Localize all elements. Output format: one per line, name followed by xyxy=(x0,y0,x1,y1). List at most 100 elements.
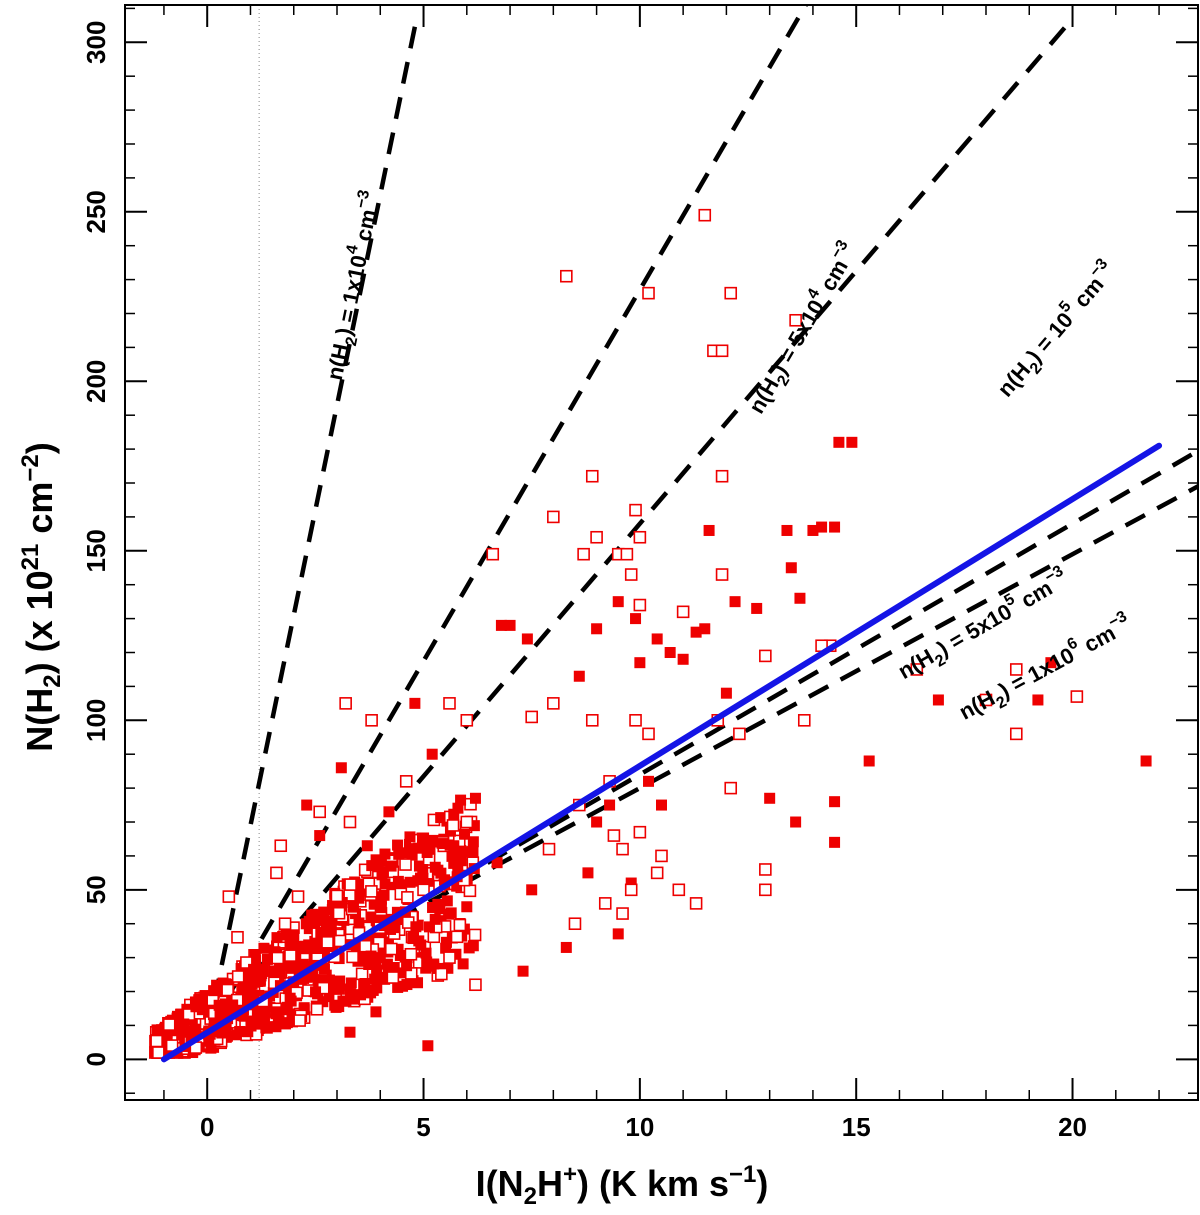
cloud-point-filled xyxy=(437,838,449,850)
data-point-filled xyxy=(829,521,841,533)
data-point-open xyxy=(672,883,686,897)
data-point-open xyxy=(585,714,599,727)
cloud-point-open xyxy=(150,1034,163,1048)
cloud-point-filled xyxy=(395,967,407,979)
cloud-point-filled xyxy=(353,892,365,904)
x-tick-label: 20 xyxy=(1058,1112,1087,1142)
cloud-point-filled xyxy=(365,987,377,999)
data-point-filled xyxy=(690,626,702,638)
data-point-filled xyxy=(932,694,944,706)
data-point-open xyxy=(650,866,664,880)
cloud-point-filled xyxy=(337,995,349,1007)
data-point-filled xyxy=(422,1040,434,1052)
data-point-open xyxy=(676,605,690,619)
data-point-open xyxy=(568,917,582,931)
cloud-point-filled xyxy=(407,933,419,945)
cloud-point-filled xyxy=(205,1041,217,1053)
cloud-point-filled xyxy=(310,986,322,998)
cloud-point-filled xyxy=(214,1009,226,1021)
cloud-point-filled xyxy=(318,963,330,975)
cloud-point-filled xyxy=(374,946,386,958)
cloud-point-filled xyxy=(392,875,404,887)
cloud-point-filled xyxy=(450,948,462,960)
data-point-filled xyxy=(461,901,473,913)
data-point-open xyxy=(759,863,772,876)
cloud-point-filled xyxy=(306,909,318,921)
x-tick-label: 15 xyxy=(842,1112,871,1142)
data-point-filled xyxy=(521,633,533,645)
density-label-part: 2 xyxy=(343,335,361,347)
cloud-point-filled xyxy=(298,972,310,984)
cloud-point-filled xyxy=(375,902,387,914)
cloud-point-open xyxy=(386,971,400,984)
y-axis-title: N(H2) (x 1021 cm−2) xyxy=(17,442,66,752)
cloud-point-filled xyxy=(372,892,384,904)
cloud-point-filled xyxy=(299,960,311,972)
data-point-filled xyxy=(560,941,572,953)
data-point-open xyxy=(624,568,638,581)
cloud-point-filled xyxy=(353,878,365,890)
cloud-point-open xyxy=(435,967,448,981)
data-point-filled xyxy=(1140,755,1152,767)
data-point-open xyxy=(525,710,539,724)
cloud-point-open xyxy=(453,918,467,932)
data-point-filled xyxy=(863,755,875,767)
cloud-point-filled xyxy=(347,901,359,913)
cloud-point-filled xyxy=(336,896,348,908)
cloud-point-filled xyxy=(428,958,440,970)
cloud-point-filled xyxy=(358,978,370,990)
data-point-filled xyxy=(677,653,689,665)
cloud-point-open xyxy=(463,884,477,898)
cloud-point-filled xyxy=(393,848,405,860)
cloud-point-filled xyxy=(404,876,416,888)
cloud-point-filled xyxy=(281,1001,293,1013)
data-point-open xyxy=(624,883,638,897)
cloud-point-filled xyxy=(385,860,397,872)
cloud-point-filled xyxy=(270,1006,282,1018)
cloud-point-filled xyxy=(188,1025,200,1037)
data-point-open xyxy=(590,530,603,544)
cloud-point-filled xyxy=(426,835,438,847)
cloud-point-filled xyxy=(272,970,284,982)
data-point-open xyxy=(460,714,474,727)
cloud-point-filled xyxy=(344,988,356,1000)
data-point-open xyxy=(231,930,244,944)
data-point-filled xyxy=(781,524,793,536)
cloud-point-open xyxy=(401,891,414,904)
cloud-point-open xyxy=(399,858,412,871)
data-point-open xyxy=(715,344,729,358)
cloud-point-filled xyxy=(382,936,394,948)
cloud-point-open xyxy=(293,1014,306,1027)
cloud-point-filled xyxy=(376,869,388,881)
data-point-open xyxy=(1070,690,1084,703)
cloud-point-open xyxy=(284,949,297,962)
data-point-open xyxy=(460,815,474,829)
data-point-filled xyxy=(651,633,663,645)
density-label-part: −3 xyxy=(353,188,373,209)
cloud-point-filled xyxy=(392,839,404,851)
cloud-point-filled xyxy=(392,943,404,955)
y-tick-label: 50 xyxy=(81,875,111,904)
cloud-point-filled xyxy=(312,937,324,949)
data-point-filled xyxy=(604,799,616,811)
cloud-point-filled xyxy=(234,1025,246,1037)
cloud-point-filled xyxy=(258,1016,270,1028)
cloud-point-filled xyxy=(251,970,263,982)
data-point-filled xyxy=(625,877,637,889)
data-point-open xyxy=(620,547,634,561)
cloud-point-filled xyxy=(363,958,375,970)
cloud-point-open xyxy=(310,1002,324,1016)
cloud-point-filled xyxy=(448,808,460,820)
cloud-point-open xyxy=(359,939,372,953)
cloud-point-filled xyxy=(326,904,338,916)
cloud-point-filled xyxy=(368,898,380,910)
cloud-point-filled xyxy=(452,802,464,814)
cloud-point-open xyxy=(344,878,357,891)
data-point-open xyxy=(733,727,746,741)
data-point-filled xyxy=(504,619,516,631)
cloud-point-open xyxy=(332,906,346,920)
data-point-filled xyxy=(374,952,386,964)
data-point-open xyxy=(443,697,456,710)
cloud-point-filled xyxy=(435,812,447,824)
cloud-point-filled xyxy=(365,950,377,962)
